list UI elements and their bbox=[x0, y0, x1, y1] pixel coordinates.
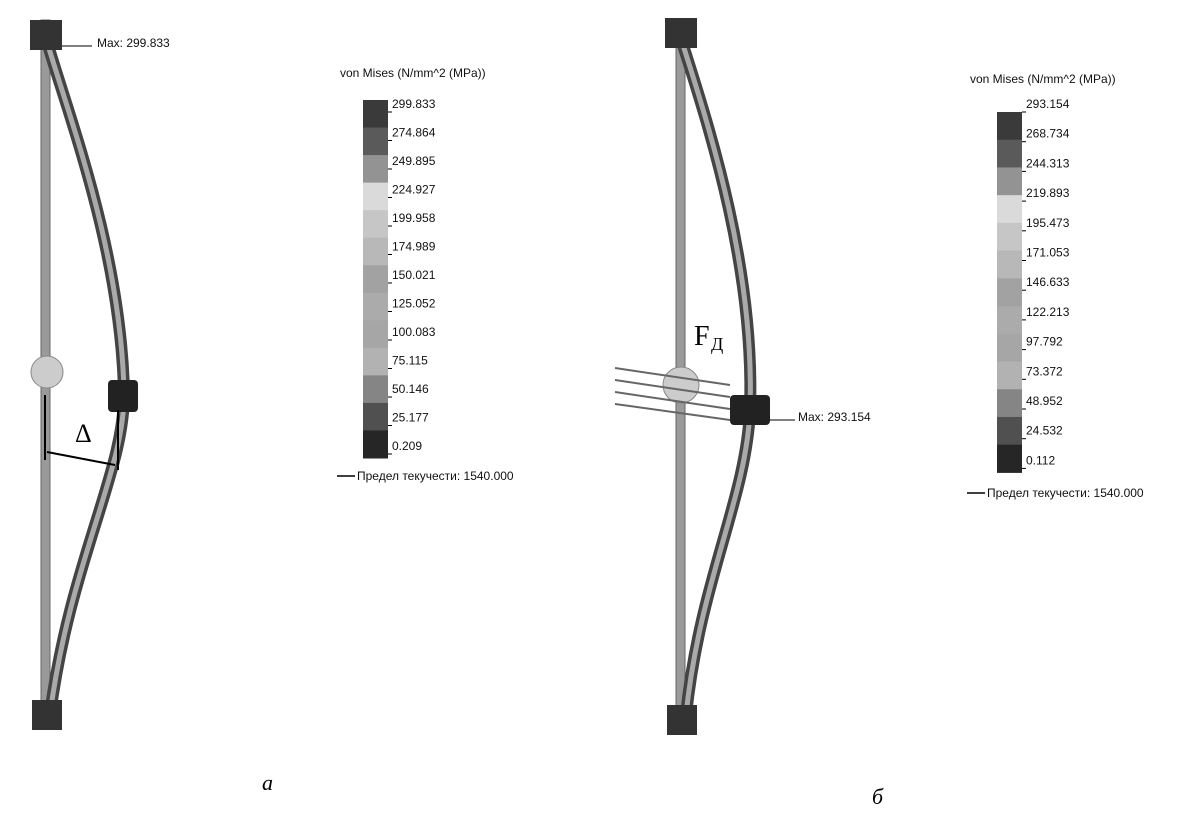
legend-value: 299.833 bbox=[392, 97, 436, 111]
legend-value: 195.473 bbox=[1026, 216, 1070, 230]
legend-value: 50.146 bbox=[392, 382, 429, 396]
legend-band bbox=[997, 389, 1022, 417]
legend-value: 150.021 bbox=[392, 268, 436, 282]
legend-value: 48.952 bbox=[1026, 394, 1063, 408]
legend-value: 75.115 bbox=[392, 354, 428, 368]
legend-value: 73.372 bbox=[1026, 364, 1063, 378]
legend-band bbox=[363, 293, 388, 321]
legend-value: 125.052 bbox=[392, 297, 436, 311]
legend-band bbox=[997, 223, 1022, 251]
legend-title: von Mises (N/mm^2 (MPa)) bbox=[340, 66, 486, 80]
legend-value: 146.633 bbox=[1026, 275, 1070, 289]
max-label: Max: 293.154 bbox=[798, 410, 871, 424]
legend-band bbox=[997, 140, 1022, 168]
legend-band bbox=[997, 306, 1022, 334]
max-label: Max: 299.833 bbox=[97, 36, 170, 50]
legend-band bbox=[997, 251, 1022, 279]
legend-value: 219.893 bbox=[1026, 186, 1070, 200]
model-b bbox=[615, 18, 795, 735]
legend-value: 0.112 bbox=[1026, 453, 1055, 467]
legend-value: 293.154 bbox=[1026, 97, 1070, 111]
model-a bbox=[30, 20, 138, 730]
legend-band bbox=[997, 445, 1022, 473]
legend-value: 249.895 bbox=[392, 154, 436, 168]
annotation-subscript: Д bbox=[711, 334, 723, 354]
caption: б bbox=[872, 784, 884, 809]
legend-value: 97.792 bbox=[1026, 335, 1063, 349]
legend-value: 100.083 bbox=[392, 325, 436, 339]
caption: а bbox=[262, 770, 273, 795]
legend-band bbox=[363, 403, 388, 431]
legend-value: 268.734 bbox=[1026, 127, 1070, 141]
legend-band bbox=[997, 278, 1022, 306]
legend-band bbox=[997, 362, 1022, 390]
legend-value: 171.053 bbox=[1026, 246, 1070, 260]
legend-value: 174.989 bbox=[392, 240, 436, 254]
yield-label: Предел текучести: 1540.000 bbox=[357, 469, 514, 483]
annotation: F bbox=[694, 321, 710, 352]
legend-value: 244.313 bbox=[1026, 156, 1070, 170]
legend-value: 199.958 bbox=[392, 211, 436, 225]
legend-band bbox=[363, 375, 388, 403]
yield-label: Предел текучести: 1540.000 bbox=[987, 486, 1144, 500]
legend-title: von Mises (N/mm^2 (MPa)) bbox=[970, 72, 1116, 86]
legend-band bbox=[997, 417, 1022, 445]
legend-band bbox=[363, 128, 388, 156]
annotation: Δ bbox=[75, 419, 92, 448]
legend-band bbox=[997, 195, 1022, 223]
legend-value: 25.177 bbox=[392, 411, 429, 425]
legend-value: 274.864 bbox=[392, 126, 436, 140]
figure: Max: 299.833 von Mises (N/mm^2 (MPa)) 299.… bbox=[0, 0, 1195, 818]
legend-band bbox=[997, 334, 1022, 362]
legend-band bbox=[363, 183, 388, 211]
legend-band bbox=[363, 265, 388, 293]
legend-band bbox=[363, 320, 388, 348]
legend-band bbox=[997, 112, 1022, 140]
legend-band bbox=[363, 348, 388, 376]
legend-band bbox=[363, 210, 388, 238]
legend-band bbox=[363, 155, 388, 183]
legend-value: 0.209 bbox=[392, 439, 422, 453]
legend-band bbox=[363, 238, 388, 266]
legend-value: 224.927 bbox=[392, 183, 436, 197]
legend-band bbox=[363, 430, 388, 458]
legend-value: 24.532 bbox=[1026, 424, 1063, 438]
legend-band bbox=[363, 100, 388, 128]
legend-value: 122.213 bbox=[1026, 305, 1070, 319]
legend-band bbox=[997, 167, 1022, 195]
